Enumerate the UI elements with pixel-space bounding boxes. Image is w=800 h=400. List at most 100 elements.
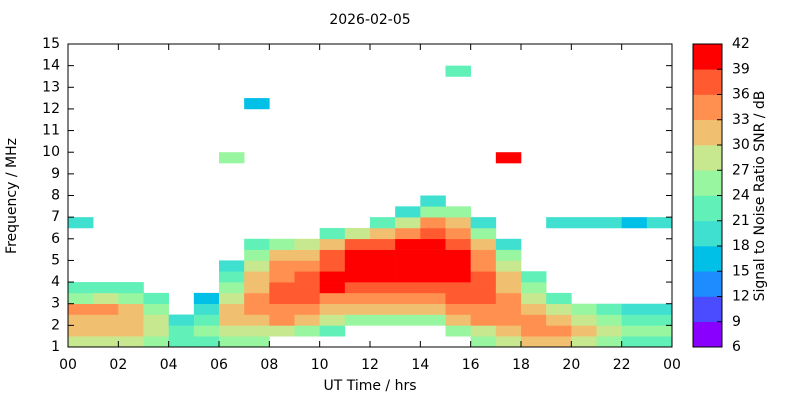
heatmap-cell bbox=[319, 303, 346, 315]
heatmap-cell bbox=[118, 292, 144, 305]
heatmap-cell bbox=[219, 314, 245, 326]
heatmap-cell bbox=[193, 292, 220, 305]
heatmap-cell bbox=[143, 325, 169, 337]
y-tick-label: 14 bbox=[42, 58, 60, 74]
heatmap-cell bbox=[495, 282, 522, 294]
heatmap-cell bbox=[319, 314, 346, 326]
heatmap-cell bbox=[244, 238, 270, 250]
heatmap-cell bbox=[319, 249, 346, 261]
heatmap-cell bbox=[420, 271, 446, 283]
heatmap-cell bbox=[521, 271, 547, 283]
heatmap-cell bbox=[143, 336, 169, 348]
heatmap-cell bbox=[621, 336, 648, 348]
heatmap-cell bbox=[445, 325, 471, 337]
heatmap-cell bbox=[621, 217, 648, 229]
heatmap-cell bbox=[294, 249, 320, 261]
colorbar-label: Signal to Noise Ratio SNR / dB bbox=[752, 91, 768, 302]
heatmap-cell bbox=[495, 249, 522, 261]
heatmap-cell bbox=[93, 336, 119, 348]
heatmap-cell bbox=[344, 314, 371, 326]
heatmap-cell bbox=[193, 303, 220, 315]
heatmap-cell bbox=[370, 227, 396, 240]
heatmap-cell bbox=[219, 260, 245, 272]
y-axis-label: Frequency / MHz bbox=[4, 138, 20, 254]
heatmap-cell bbox=[445, 65, 471, 77]
heatmap-cell bbox=[118, 314, 144, 326]
heatmap-cell bbox=[470, 217, 497, 229]
heatmap-cell bbox=[319, 325, 346, 337]
y-tick-label: 13 bbox=[42, 79, 60, 95]
heatmap-cell bbox=[269, 325, 295, 337]
heatmap-cell bbox=[646, 303, 673, 315]
colorbar-band bbox=[693, 119, 722, 146]
colorbar-band bbox=[693, 220, 722, 247]
heatmap-cell bbox=[395, 206, 421, 218]
y-tick-label: 7 bbox=[51, 209, 60, 225]
y-tick-label: 11 bbox=[42, 123, 60, 139]
heatmap-cell bbox=[68, 217, 94, 229]
heatmap-cell bbox=[495, 238, 522, 250]
heatmap-cell bbox=[118, 325, 144, 337]
heatmap-cell bbox=[344, 227, 371, 240]
y-tick-label: 3 bbox=[51, 296, 60, 312]
colorbar-tick-label: 15 bbox=[732, 263, 750, 279]
heatmap-cell bbox=[269, 292, 295, 305]
heatmap-cell bbox=[470, 282, 497, 294]
y-tick-label: 1 bbox=[51, 339, 60, 355]
heatmap-cell bbox=[420, 206, 446, 218]
heatmap-cell bbox=[445, 249, 471, 261]
heatmap-cell bbox=[344, 260, 371, 272]
heatmap-cell bbox=[244, 249, 270, 261]
heatmap-cell bbox=[168, 325, 195, 337]
x-tick-label: 20 bbox=[562, 357, 580, 373]
heatmap-cell bbox=[445, 303, 471, 315]
heatmap-cell bbox=[571, 303, 597, 315]
heatmap-cell bbox=[294, 314, 320, 326]
heatmap-cell bbox=[571, 217, 597, 229]
heatmap-cell bbox=[596, 336, 622, 348]
heatmap-cell bbox=[420, 238, 446, 250]
heatmap-cell bbox=[521, 303, 547, 315]
heatmap-cell bbox=[244, 303, 270, 315]
heatmap-cell bbox=[193, 325, 220, 337]
heatmap-cell bbox=[193, 314, 220, 326]
heatmap-cell bbox=[445, 282, 471, 294]
colorbar-band bbox=[693, 145, 722, 171]
heatmap-cell bbox=[495, 303, 522, 315]
heatmap-cell bbox=[546, 336, 572, 348]
colorbar-band bbox=[693, 44, 722, 70]
heatmap-cell bbox=[294, 271, 320, 283]
heatmap-cell bbox=[344, 292, 371, 305]
heatmap-cell bbox=[244, 314, 270, 326]
heatmap-cell bbox=[219, 336, 245, 348]
heatmap-cell bbox=[219, 271, 245, 283]
heatmap-cell bbox=[470, 271, 497, 283]
heatmap-cell bbox=[244, 292, 270, 305]
x-tick-label: 18 bbox=[512, 357, 530, 373]
heatmap-cell bbox=[93, 282, 119, 294]
heatmap-cell bbox=[219, 282, 245, 294]
colorbar-band bbox=[693, 94, 722, 121]
colorbar-tick-label: 24 bbox=[732, 188, 750, 204]
x-tick-label: 00 bbox=[59, 357, 77, 373]
heatmap-cell bbox=[395, 303, 421, 315]
y-tick-label: 2 bbox=[51, 317, 60, 333]
colorbar-band bbox=[693, 195, 722, 222]
heatmap-cell bbox=[395, 249, 421, 261]
heatmap-cell bbox=[546, 314, 572, 326]
heatmap-cell bbox=[420, 260, 446, 272]
x-tick-label: 22 bbox=[613, 357, 631, 373]
y-tick-label: 4 bbox=[51, 274, 60, 290]
heatmap-cell bbox=[495, 152, 522, 164]
heatmap-cell bbox=[370, 292, 396, 305]
colorbar-tick-label: 6 bbox=[732, 339, 741, 355]
x-tick-label: 08 bbox=[260, 357, 278, 373]
heatmap-cell bbox=[344, 249, 371, 261]
colorbar-tick-label: 9 bbox=[732, 314, 741, 330]
heatmap-cell bbox=[395, 292, 421, 305]
heatmap-cell bbox=[68, 325, 94, 337]
heatmap-cell bbox=[646, 217, 673, 229]
heatmap-cell bbox=[219, 325, 245, 337]
colorbar-tick-label: 30 bbox=[732, 137, 750, 153]
